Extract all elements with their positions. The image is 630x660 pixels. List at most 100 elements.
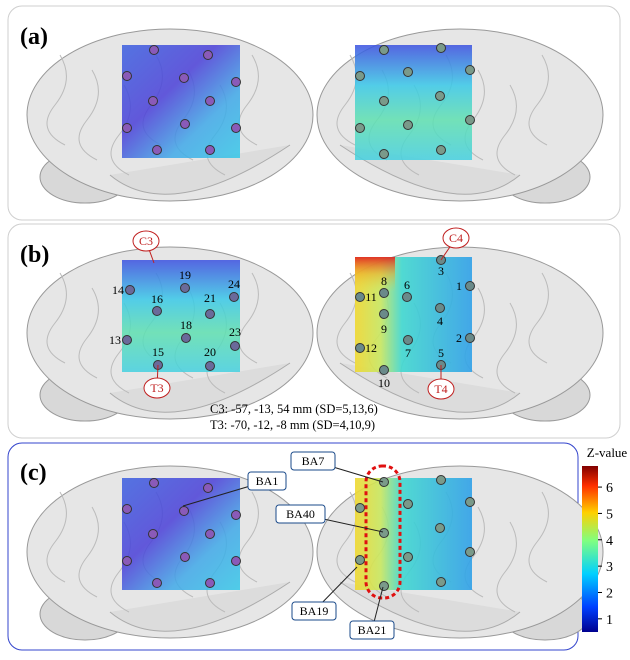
channel bbox=[206, 530, 215, 539]
channel bbox=[182, 334, 191, 343]
panel-label: (c) bbox=[20, 460, 47, 486]
channel bbox=[356, 556, 365, 565]
channel-number: 11 bbox=[365, 290, 377, 304]
reference-label: T3 bbox=[150, 381, 163, 395]
channel bbox=[356, 504, 365, 513]
channel bbox=[380, 366, 389, 375]
channel bbox=[356, 344, 365, 353]
colorbar-tick-label: 5 bbox=[606, 507, 613, 522]
colorbar-tick-label: 2 bbox=[606, 586, 613, 601]
figure: 14161924211813231520831116941272105C3T3C… bbox=[0, 0, 630, 655]
channel bbox=[403, 293, 412, 302]
channel bbox=[181, 553, 190, 562]
channel bbox=[380, 582, 389, 591]
heatmap bbox=[355, 478, 472, 590]
channel bbox=[404, 500, 413, 509]
channel-number: 15 bbox=[152, 345, 164, 359]
channel bbox=[149, 97, 158, 106]
colorbar-tick-label: 4 bbox=[606, 534, 613, 549]
channel bbox=[436, 304, 445, 313]
channel bbox=[232, 78, 241, 87]
channel bbox=[232, 511, 241, 520]
channel bbox=[466, 282, 475, 291]
channel bbox=[123, 505, 132, 514]
channel bbox=[206, 579, 215, 588]
channel bbox=[180, 74, 189, 83]
channel bbox=[180, 507, 189, 516]
channel bbox=[380, 529, 389, 538]
channel bbox=[206, 97, 215, 106]
channel bbox=[356, 124, 365, 133]
channel-number: 1 bbox=[456, 279, 462, 293]
channel bbox=[126, 286, 135, 295]
channel bbox=[380, 150, 389, 159]
channel bbox=[466, 334, 475, 343]
channel bbox=[436, 524, 445, 533]
channel bbox=[404, 121, 413, 130]
colorbar bbox=[582, 466, 598, 632]
channel-number: 23 bbox=[229, 325, 241, 339]
channel bbox=[123, 72, 132, 81]
channel bbox=[123, 336, 132, 345]
channel-number: 7 bbox=[405, 346, 411, 360]
channel-number: 3 bbox=[438, 264, 444, 278]
channel bbox=[123, 557, 132, 566]
channel-number: 9 bbox=[381, 322, 387, 336]
channel bbox=[230, 293, 239, 302]
heatmap bbox=[122, 45, 240, 158]
channel bbox=[404, 336, 413, 345]
area-label: BA1 bbox=[256, 474, 279, 488]
channel bbox=[380, 97, 389, 106]
channel bbox=[204, 51, 213, 60]
heatmap bbox=[355, 45, 472, 160]
channel bbox=[181, 120, 190, 129]
channel-number: 10 bbox=[378, 376, 390, 390]
colorbar-tick-label: 6 bbox=[606, 481, 613, 496]
channel-number: 21 bbox=[204, 291, 216, 305]
panel-label: (a) bbox=[20, 24, 48, 50]
channel bbox=[123, 124, 132, 133]
channel-number: 18 bbox=[180, 318, 192, 332]
colorbar-tick-label: 3 bbox=[606, 560, 613, 575]
channel-number: 2 bbox=[456, 331, 462, 345]
channel bbox=[356, 293, 365, 302]
channel bbox=[153, 146, 162, 155]
reference-label: C4 bbox=[449, 231, 463, 245]
channel bbox=[380, 310, 389, 319]
channel bbox=[404, 553, 413, 562]
channel bbox=[466, 116, 475, 125]
area-label: BA19 bbox=[300, 604, 329, 618]
reference-label: T4 bbox=[434, 382, 447, 396]
channel bbox=[231, 342, 240, 351]
channel bbox=[466, 548, 475, 557]
channel bbox=[356, 72, 365, 81]
channel-number: 6 bbox=[404, 278, 410, 292]
channel bbox=[206, 146, 215, 155]
channel bbox=[232, 124, 241, 133]
colorbar-tick-label: 1 bbox=[606, 613, 613, 628]
channel bbox=[149, 530, 158, 539]
channel bbox=[380, 289, 389, 298]
coordinates: C3: -57, -13, 54 mm (SD=5,13,6) bbox=[210, 402, 378, 416]
channel bbox=[232, 557, 241, 566]
channel bbox=[466, 498, 475, 507]
channel bbox=[437, 146, 446, 155]
channel-number: 19 bbox=[179, 268, 191, 282]
channel bbox=[150, 46, 159, 55]
channel bbox=[206, 362, 215, 371]
channel bbox=[150, 479, 159, 488]
channel-number: 13 bbox=[109, 333, 121, 347]
reference-label: C3 bbox=[139, 234, 153, 248]
channel bbox=[437, 44, 446, 53]
panel-label: (b) bbox=[20, 242, 49, 268]
channel-number: 8 bbox=[381, 274, 387, 288]
area-label: BA21 bbox=[358, 623, 387, 637]
channel bbox=[181, 284, 190, 293]
channel bbox=[437, 476, 446, 485]
channel bbox=[380, 46, 389, 55]
channel bbox=[204, 484, 213, 493]
channel bbox=[437, 578, 446, 587]
channel-number: 20 bbox=[204, 345, 216, 359]
channel-number: 5 bbox=[438, 346, 444, 360]
